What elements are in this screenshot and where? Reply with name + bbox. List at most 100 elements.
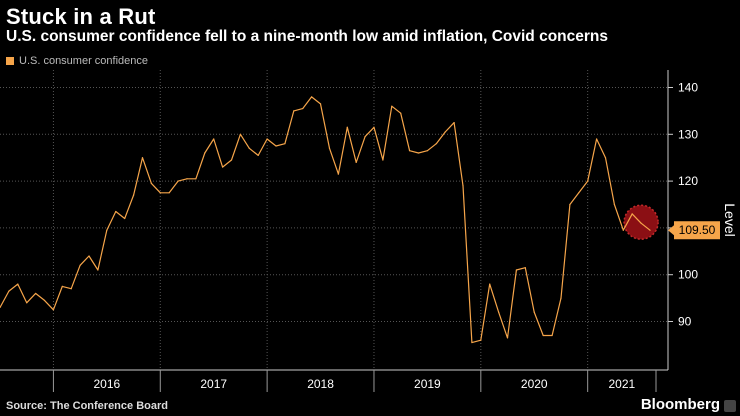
y-tick-label: 100 (678, 268, 698, 282)
last-value-label: 109.50 (679, 223, 716, 237)
data-point (52, 309, 55, 311)
source-note: Source: The Conference Board (6, 400, 168, 412)
data-point (364, 136, 366, 138)
highlight-circle (623, 204, 659, 240)
data-point (337, 173, 339, 175)
data-point (159, 192, 161, 194)
data-point (400, 112, 402, 114)
data-point (560, 297, 562, 299)
y-tick-label: 120 (678, 174, 698, 188)
data-point (311, 96, 313, 98)
data-point (382, 159, 384, 161)
data-point (132, 194, 135, 196)
chart-title: Stuck in a Rut (6, 4, 156, 29)
x-tick-label: 2021 (608, 377, 635, 391)
data-point (26, 302, 28, 304)
data-point (587, 180, 589, 182)
x-tick-label: 2019 (414, 377, 441, 391)
data-point (471, 341, 473, 344)
data-point (17, 283, 19, 285)
y-axis-title: Level (722, 203, 738, 236)
data-point (204, 152, 206, 154)
data-point (239, 133, 242, 135)
data-point (141, 157, 144, 159)
data-point (150, 182, 152, 185)
data-point (97, 269, 99, 271)
data-point (489, 283, 491, 285)
chart-subtitle: U.S. consumer confidence fell to a nine-… (6, 28, 608, 45)
data-point (622, 229, 624, 231)
data-point (604, 157, 607, 159)
data-point (524, 267, 526, 269)
brand-badge-icon (724, 400, 736, 412)
y-tick-label: 130 (678, 127, 698, 141)
data-point (115, 210, 117, 213)
data-point (124, 217, 126, 220)
data-point (595, 138, 598, 140)
data-point (569, 203, 571, 206)
data-point (257, 154, 259, 156)
data-point (444, 131, 446, 133)
y-tick-label: 90 (678, 315, 692, 329)
data-point (43, 299, 46, 302)
data-point (106, 229, 108, 231)
bloomberg-logo: Bloomberg (640, 396, 720, 413)
data-point (355, 161, 357, 163)
data-point (70, 288, 72, 290)
data-point (498, 311, 500, 313)
data-point (462, 185, 464, 187)
data-point (275, 145, 277, 147)
last-value-pointer (668, 225, 674, 236)
data-point (230, 159, 233, 161)
data-point (195, 178, 197, 180)
data-point (222, 166, 224, 168)
data-point (186, 178, 188, 180)
data-point (213, 138, 215, 140)
data-point (417, 152, 420, 154)
data-point (391, 105, 393, 107)
data-point (168, 192, 170, 194)
data-point (88, 255, 90, 257)
data-point (631, 213, 633, 215)
x-tick-label: 2020 (521, 377, 548, 391)
data-point (266, 138, 268, 140)
data-point (177, 180, 179, 182)
data-point (506, 337, 509, 339)
x-tick-label: 2018 (307, 377, 334, 391)
data-point (302, 107, 304, 110)
legend-label: U.S. consumer confidence (19, 55, 149, 67)
data-point (533, 311, 535, 313)
legend: U.S. consumer confidence (6, 55, 148, 67)
data-point (79, 264, 81, 266)
data-point (453, 122, 455, 124)
data-point (284, 143, 286, 145)
y-tick-label: 140 (678, 81, 698, 95)
data-point (426, 150, 428, 152)
data-point (408, 150, 411, 152)
data-point (248, 147, 250, 149)
last-value-badge (674, 221, 720, 240)
data-point (613, 203, 615, 206)
data-point (346, 126, 348, 128)
data-point (542, 334, 544, 337)
x-tick-label: 2017 (200, 377, 227, 391)
data-point (293, 110, 295, 112)
data-point (649, 229, 651, 231)
legend-swatch (6, 57, 14, 65)
data-point (435, 143, 437, 145)
data-point (61, 285, 63, 287)
data-point (319, 103, 322, 105)
x-tick-label: 2016 (93, 377, 120, 391)
data-point (515, 269, 518, 271)
data-point (0, 306, 1, 309)
data-point (8, 290, 10, 292)
data-point (328, 147, 331, 149)
series-line (0, 96, 651, 344)
data-point (480, 339, 482, 341)
data-point (640, 222, 642, 224)
data-point (35, 292, 37, 295)
data-point (551, 334, 553, 337)
data-point (373, 126, 375, 128)
data-point (578, 192, 580, 194)
